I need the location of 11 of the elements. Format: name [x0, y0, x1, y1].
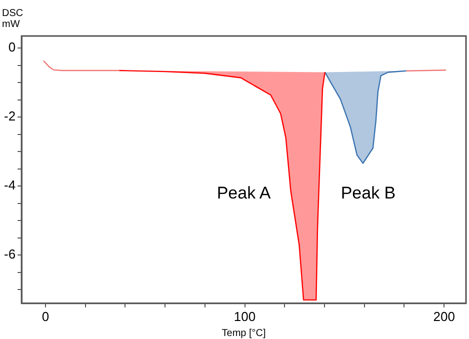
- x-tick-label: 0: [42, 308, 50, 324]
- x-axis-title: Temp [°C]: [222, 328, 266, 339]
- y-tick-label: 0: [8, 40, 16, 55]
- x-tick-label: 200: [433, 308, 455, 324]
- y-tick-label: -6: [4, 246, 16, 262]
- annotation: Peak B: [340, 183, 396, 202]
- y-axis-title: DSC mW: [2, 8, 24, 30]
- y-tick-label: -2: [4, 108, 16, 124]
- x-tick-label: 100: [234, 308, 256, 324]
- annotation: Peak A: [216, 183, 272, 202]
- y-tick-label: -4: [4, 178, 16, 193]
